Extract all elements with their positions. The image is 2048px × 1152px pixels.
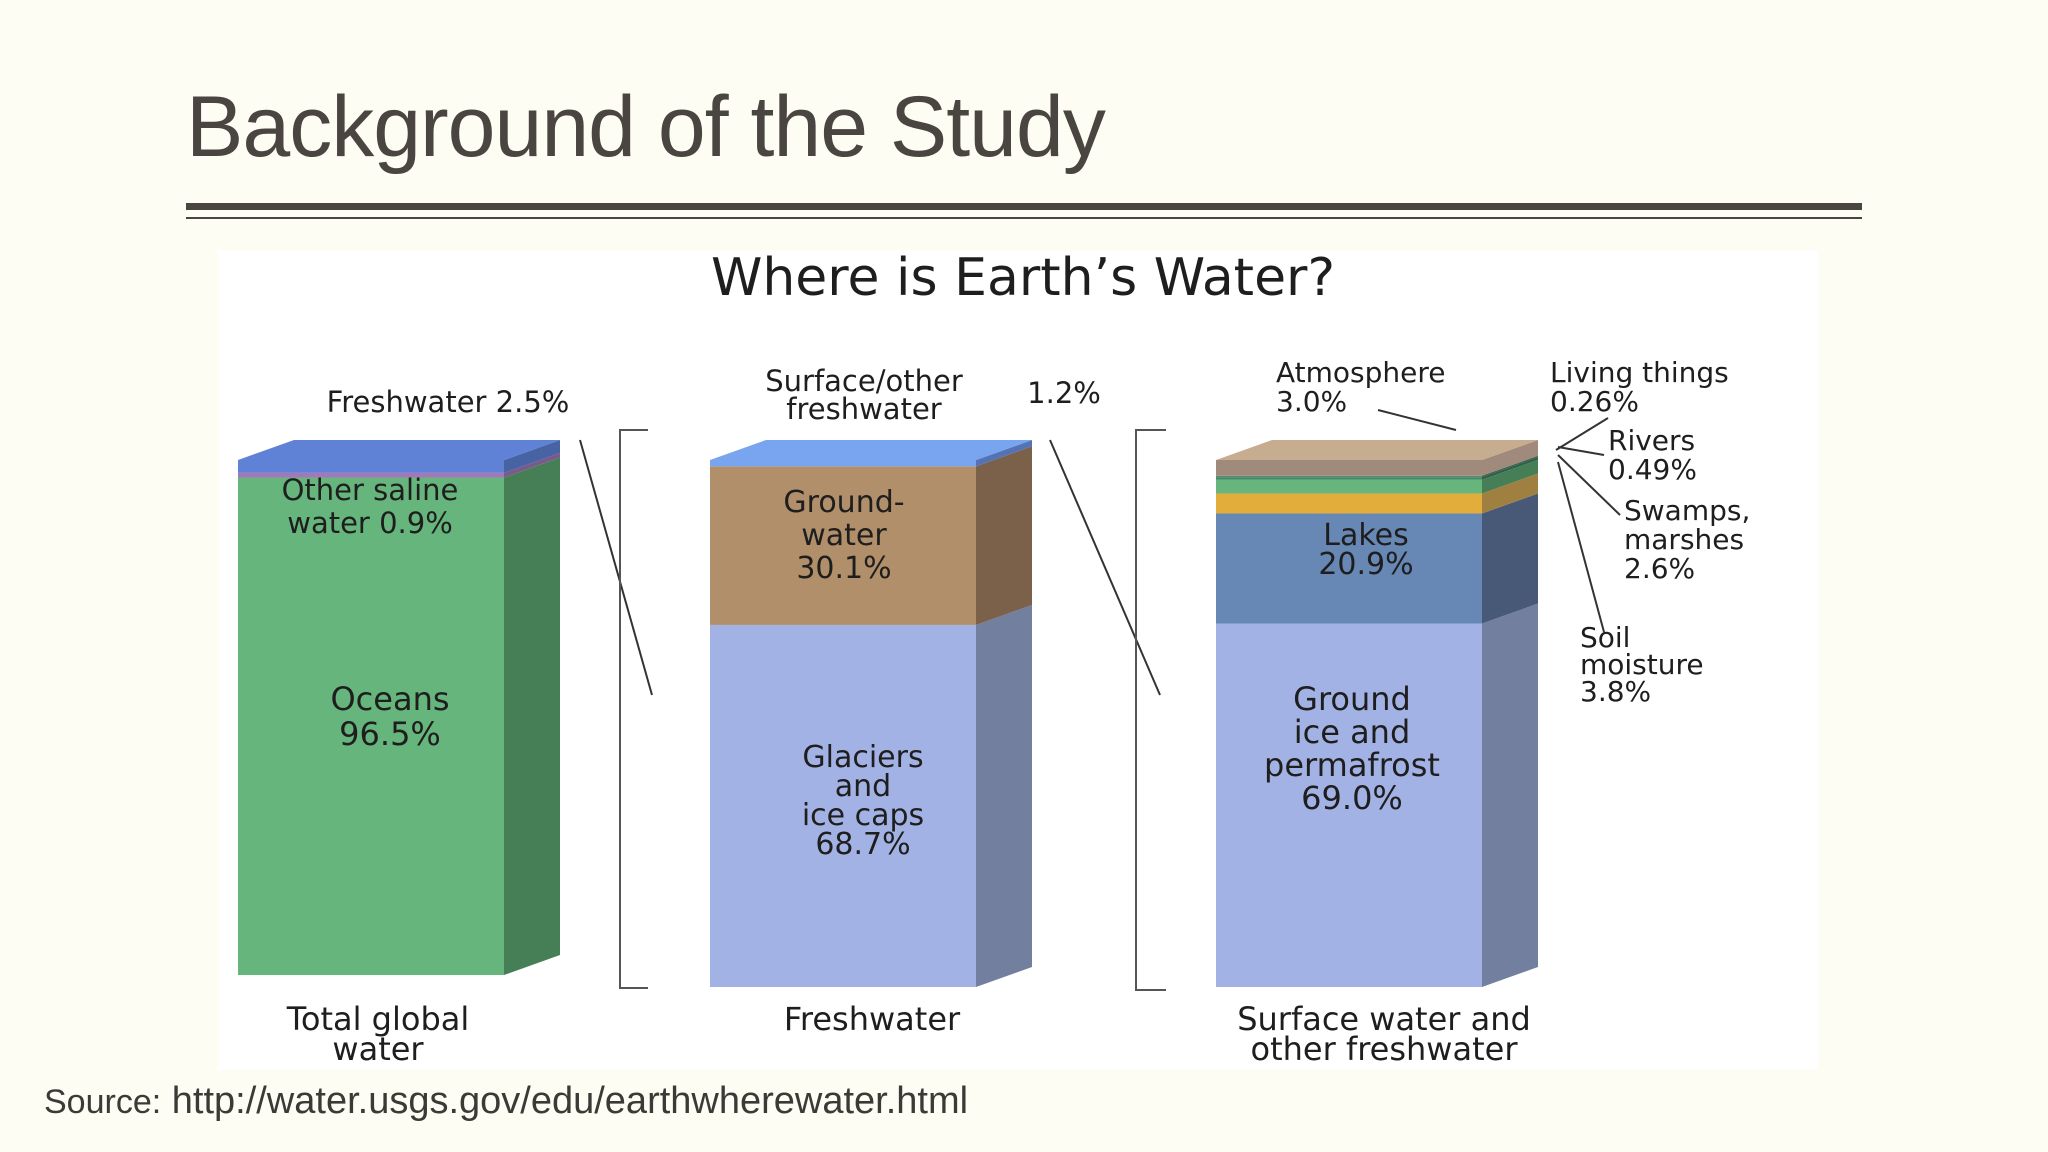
bar-3-ground-ice-and-permafrost-front <box>1216 623 1482 987</box>
label-freshwater-total: Freshwater 2.5% <box>327 385 570 419</box>
bar-1-other-saline-water-front <box>238 472 504 478</box>
leader-rivers <box>1557 446 1605 456</box>
bar-3-soil-moisture-side <box>1482 473 1538 514</box>
label-atmosphere: Atmosphere 3.0% <box>1276 356 1446 418</box>
bar-2-surface-other-freshwater-side <box>976 440 1032 467</box>
bar-3-swamps-marshes-front <box>1216 479 1482 494</box>
bar-3-rivers-front <box>1216 477 1482 480</box>
bar-2-top-face <box>710 440 1032 460</box>
zoom-line-1 <box>579 439 653 696</box>
bar-3-lakes-front <box>1216 513 1482 624</box>
zoom-bracket-2 <box>1135 429 1166 991</box>
label-soil-moisture: Soil moisture 3.8% <box>1580 621 1704 708</box>
leader-living-things <box>1555 417 1609 451</box>
label-glaciers-ice-caps: Glaciers and ice caps 68.7% <box>802 740 924 862</box>
bar-2-glaciers-and-ice-caps-side <box>976 604 1032 987</box>
water-distribution-figure: Where is Earth’s Water? Total global water… <box>218 250 1818 1070</box>
bar-3-soil-moisture-front <box>1216 493 1482 514</box>
title-rule-thick <box>186 203 1862 210</box>
bar-3-ground-ice-and-permafrost-side <box>1482 603 1538 987</box>
zoom-line-2 <box>1049 439 1161 696</box>
source-citation: Source: http://water.usgs.gov/edu/earthw… <box>44 1080 968 1123</box>
bar-3-living-things-front <box>1216 475 1482 478</box>
bar-3-rivers-side <box>1482 457 1538 480</box>
source-label: Source: <box>44 1083 162 1121</box>
label-living-things: Living things 0.26% <box>1550 356 1729 418</box>
bar-2-surface-other-freshwater-front <box>710 460 976 467</box>
label-other-saline-water: Other saline water 0.9% <box>282 473 459 540</box>
label-surface-other-freshwater: Surface/other freshwater <box>765 364 963 426</box>
label-groundwater: Ground-water 30.1% <box>783 485 904 586</box>
column-3-caption: Surface water and other freshwater <box>1237 1000 1531 1068</box>
bar-3-swamps-marshes-side <box>1482 459 1538 494</box>
bar-1-oceans-front <box>238 477 504 975</box>
bar-1-oceans-side <box>504 457 560 975</box>
chart-title: Where is Earth’s Water? <box>711 250 1335 308</box>
column-2-caption: Freshwater <box>784 1000 961 1038</box>
zoom-bracket-1 <box>619 429 648 989</box>
water-distribution-chart: Where is Earth’s Water? Total global water… <box>238 250 1750 1068</box>
bar-2-groundwater-side <box>976 446 1032 625</box>
bar-1-freshwater-front <box>238 460 504 473</box>
title-rule-thin <box>186 217 1862 219</box>
bar-3-lakes-side <box>1482 493 1538 624</box>
bar-3-top-face <box>1216 440 1538 460</box>
bar-1-other-saline-water-side <box>504 452 560 478</box>
bar-1-top-face <box>238 440 560 460</box>
label-swamps-marshes: Swamps, marshes 2.6% <box>1624 494 1750 585</box>
bar-1-freshwater-side <box>504 440 560 473</box>
leader-soil-moisture <box>1557 461 1605 633</box>
bar-3-atmosphere-side <box>1482 440 1538 476</box>
leader-atmosphere <box>1377 409 1457 431</box>
label-lakes: Lakes 20.9% <box>1318 518 1413 582</box>
label-ground-ice-permafrost: Ground ice and permafrost 69.0% <box>1264 680 1440 817</box>
slide-title: Background of the Study <box>186 79 1106 175</box>
label-oceans: Oceans 96.5% <box>330 680 449 753</box>
label-rivers: Rivers 0.49% <box>1608 424 1697 486</box>
bar-2-groundwater-front <box>710 466 976 625</box>
column-1-caption: Total global water <box>286 1000 470 1068</box>
bar-3-atmosphere-front <box>1216 460 1482 476</box>
bar-2-glaciers-and-ice-caps-front <box>710 624 976 987</box>
source-url[interactable]: http://water.usgs.gov/edu/earthwherewate… <box>171 1080 969 1122</box>
leader-swamps-marshes <box>1557 454 1621 516</box>
bar-3-living-things-side <box>1482 455 1538 478</box>
label-surface-other-freshwater-value: 1.2% <box>1027 376 1101 410</box>
